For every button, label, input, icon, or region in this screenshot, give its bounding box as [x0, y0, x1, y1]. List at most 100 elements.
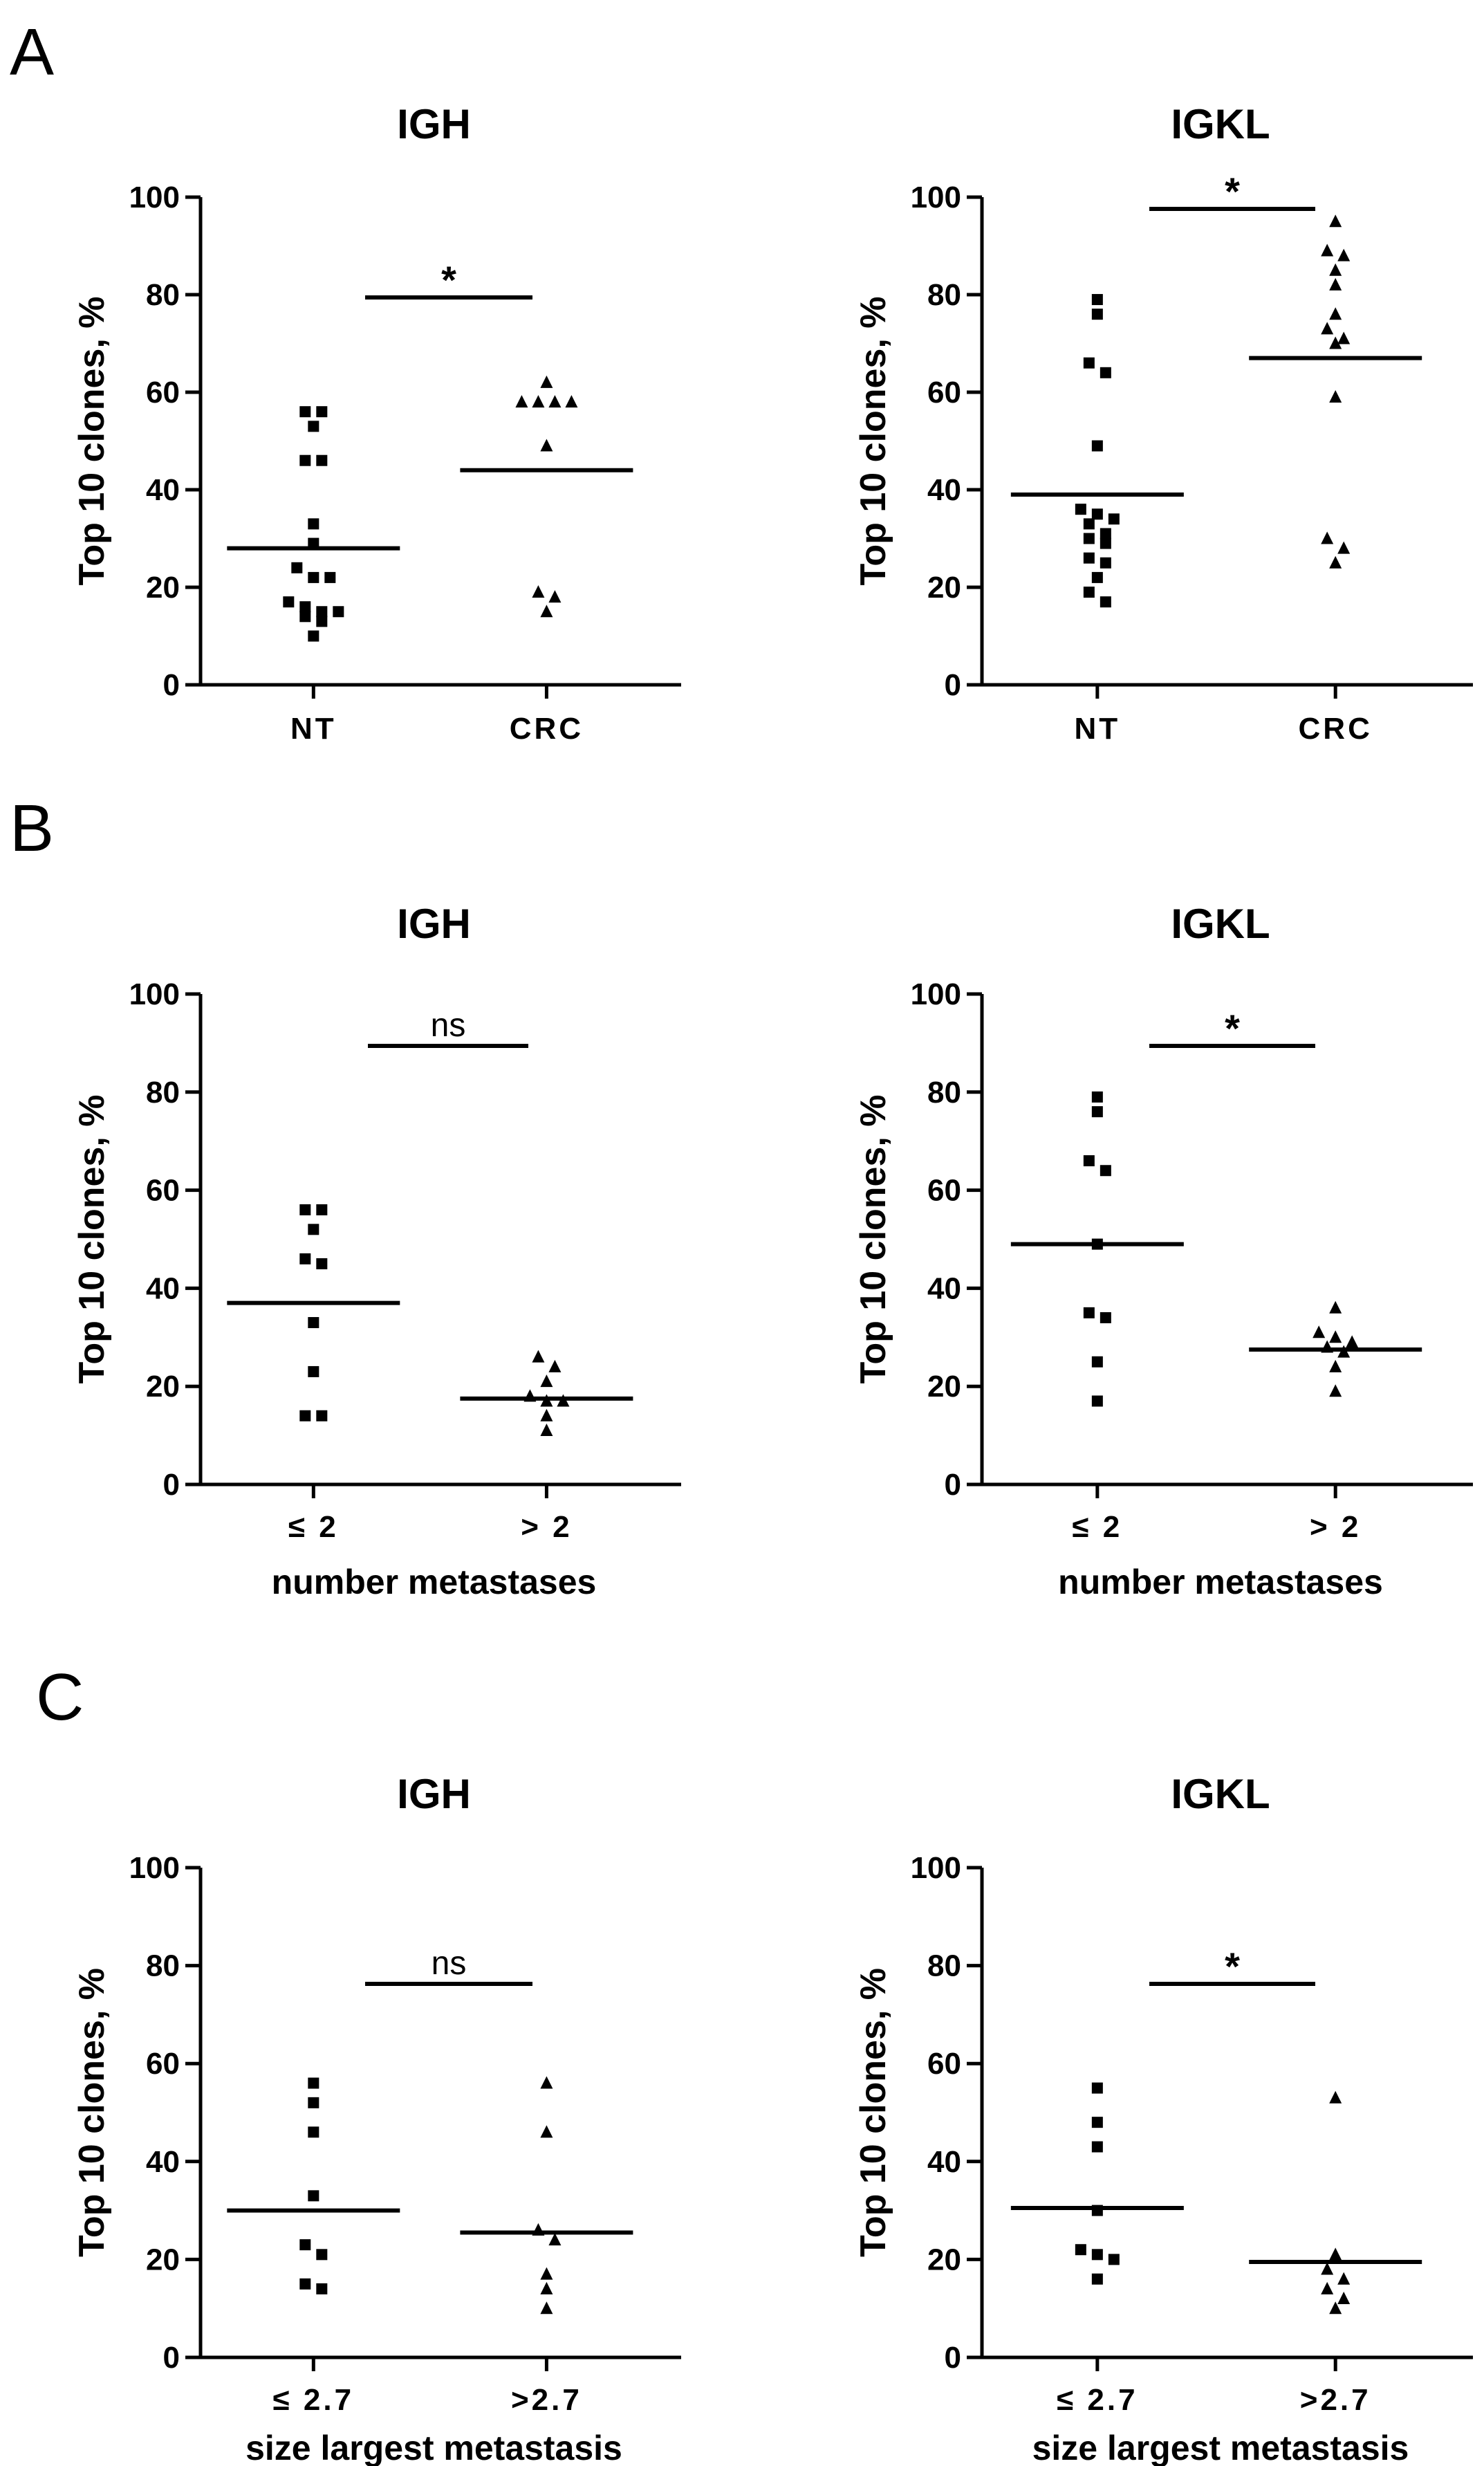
data-point-triangle	[540, 2076, 553, 2089]
y-tick-label: 0	[163, 668, 180, 702]
data-point-square	[308, 518, 319, 530]
x-tick-label: NT	[1075, 712, 1121, 746]
chart-title: IGH	[397, 901, 471, 947]
data-point-square	[1083, 587, 1095, 598]
data-point-square	[1083, 552, 1095, 564]
y-axis-label: Top 10 clones, %	[853, 296, 893, 585]
data-point-square	[324, 571, 336, 583]
x-tick-label: > 2	[521, 1510, 572, 1544]
data-point-triangle	[1329, 1384, 1342, 1397]
data-point-square	[308, 2097, 319, 2108]
panel-letter-b: B	[10, 791, 54, 865]
data-point-square	[316, 1204, 328, 1215]
data-point-square	[1091, 2141, 1103, 2153]
data-point-square	[316, 1258, 328, 1269]
y-tick-label: 0	[163, 2341, 180, 2375]
x-tick-label: ≤ 2.7	[273, 2383, 355, 2417]
panel-letter-c: C	[36, 1660, 84, 1734]
y-tick-label: 0	[945, 668, 961, 702]
data-point-triangle	[540, 375, 553, 388]
data-point-triangle	[540, 605, 553, 618]
y-axis-label: Top 10 clones, %	[853, 1094, 893, 1383]
data-point-square	[308, 1365, 319, 1377]
y-tick-label: 40	[146, 2145, 180, 2179]
data-point-square	[1083, 357, 1095, 369]
data-point-triangle	[532, 395, 545, 408]
data-point-square	[316, 1410, 328, 1421]
data-point-square	[1091, 440, 1103, 452]
data-point-triangle	[540, 1424, 553, 1437]
panel-letter-a: A	[10, 15, 54, 89]
data-point-triangle	[1329, 2247, 1342, 2261]
data-point-square	[1075, 2244, 1086, 2256]
data-point-square	[299, 1410, 311, 1421]
chart-title: IGKL	[1171, 1771, 1270, 1817]
chart-title: IGKL	[1171, 901, 1270, 947]
data-point-triangle	[540, 2301, 553, 2315]
data-point-square	[1083, 533, 1095, 544]
x-tick-label: > 2	[1310, 1510, 1361, 1544]
y-tick-label: 0	[945, 1468, 961, 1502]
y-tick-label: 60	[146, 1174, 180, 1208]
x-tick-label: CRC	[510, 712, 584, 746]
data-point-triangle	[1329, 336, 1342, 349]
y-tick-label: 60	[146, 2047, 180, 2081]
significance-label: *	[441, 258, 456, 302]
data-point-triangle	[1321, 243, 1334, 257]
y-tick-label: 100	[129, 977, 180, 1011]
y-tick-label: 20	[146, 571, 180, 605]
data-point-square	[308, 2077, 319, 2089]
significance-label: *	[1225, 1006, 1240, 1050]
data-point-triangle	[1329, 2090, 1342, 2104]
data-point-triangle	[1329, 214, 1342, 228]
x-tick-label: ≤ 2	[1072, 1510, 1122, 1544]
y-tick-label: 40	[927, 1271, 961, 1305]
data-point-triangle	[540, 2125, 553, 2138]
chart-a-igkl: IGKL Top 10 clones, % 0 20 40 60 80 100 NT CRC *	[853, 101, 1473, 746]
data-point-square	[1091, 1356, 1103, 1368]
data-point-square	[291, 562, 303, 573]
data-point-square	[1083, 1307, 1095, 1318]
y-tick-label: 20	[927, 1370, 961, 1404]
data-point-triangle	[1329, 307, 1342, 320]
chart-c-igh: IGH Top 10 clones, % 0 20 40 60 80 100 ≤ 2.7 >2.7…	[72, 1771, 681, 2466]
data-point-square	[308, 537, 319, 549]
x-tick-label: ≤ 2	[288, 1510, 339, 1544]
x-axis-label: size largest metastasis	[245, 2429, 622, 2466]
y-tick-label: 40	[146, 473, 180, 507]
data-point-triangle	[1329, 1330, 1342, 1343]
y-tick-label: 100	[911, 977, 961, 1011]
data-point-square	[299, 406, 311, 418]
data-point-square	[1091, 1106, 1103, 1118]
y-axis-label: Top 10 clones, %	[72, 1968, 112, 2257]
data-point-triangle	[532, 585, 545, 598]
data-point-triangle	[540, 1408, 553, 1421]
data-point-square	[1091, 1091, 1103, 1103]
x-tick-label: CRC	[1299, 712, 1373, 746]
data-point-triangle	[548, 395, 562, 408]
x-axis-label: number metastases	[1058, 1563, 1383, 1601]
data-point-square	[1091, 571, 1103, 583]
y-tick-label: 80	[927, 1949, 961, 1983]
data-point-square	[299, 454, 311, 466]
data-point-square	[1100, 367, 1111, 378]
charts-container: IGH Top 10 clones, % 0 20 40 60 80 100 NT CRC * IGK…	[72, 101, 1473, 2466]
y-tick-label: 20	[146, 1370, 180, 1404]
data-point-triangle	[1346, 1335, 1359, 1348]
data-point-square	[308, 2190, 319, 2202]
data-point-triangle	[540, 2267, 553, 2280]
significance-label: ns	[432, 1945, 467, 1982]
data-point-square	[299, 611, 311, 623]
chart-b-igkl: IGKL Top 10 clones, % 0 20 40 60 80 100 ≤ 2 > 2 nu…	[853, 901, 1473, 1601]
data-point-square	[1091, 2249, 1103, 2261]
chart-a-igh: IGH Top 10 clones, % 0 20 40 60 80 100 NT CRC *	[72, 101, 681, 746]
data-point-square	[308, 2126, 319, 2138]
y-tick-label: 40	[146, 1271, 180, 1305]
data-point-square	[308, 421, 319, 432]
data-point-square	[1100, 528, 1111, 540]
data-point-square	[1108, 513, 1120, 525]
data-point-square	[333, 606, 344, 618]
data-point-triangle	[1337, 331, 1351, 344]
data-point-square	[1100, 1165, 1111, 1177]
data-point-square	[316, 2249, 328, 2261]
